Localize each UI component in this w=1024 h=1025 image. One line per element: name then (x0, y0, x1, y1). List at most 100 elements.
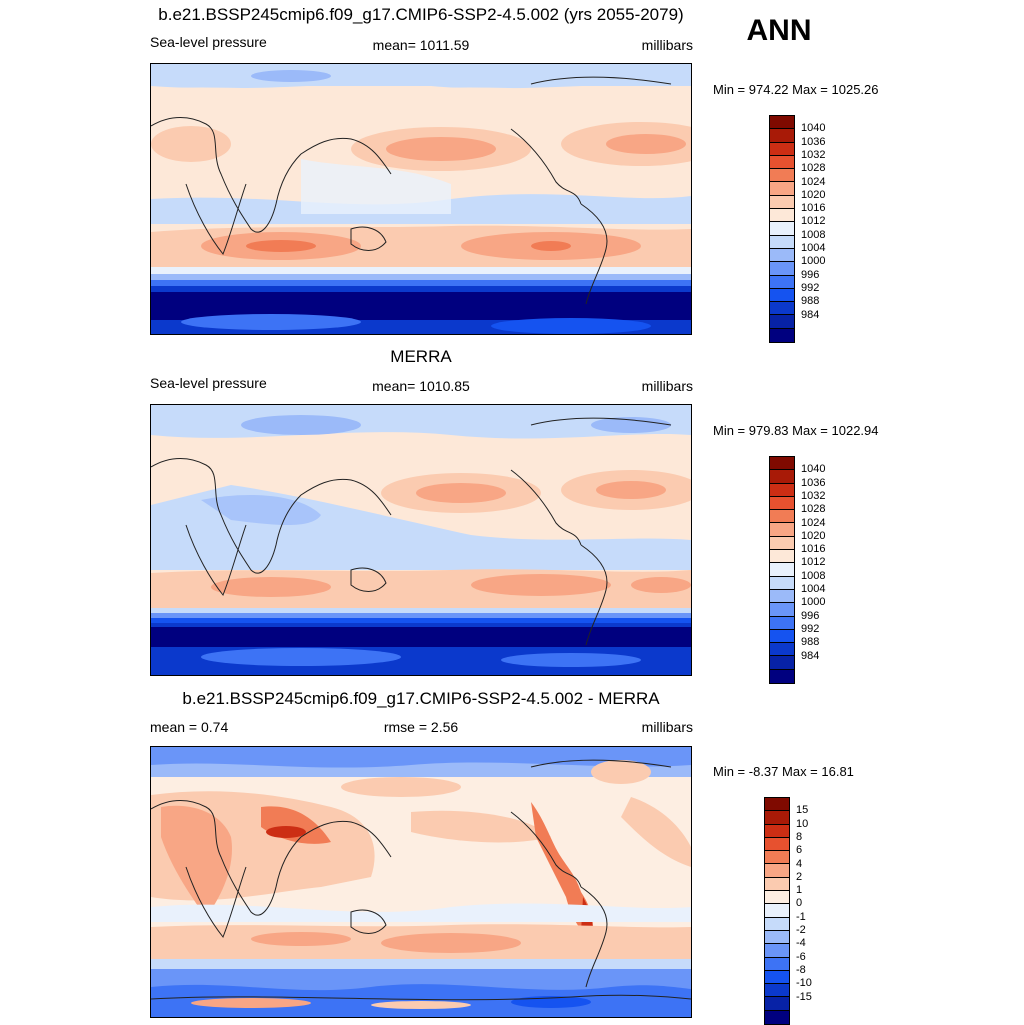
panel1-colorbar-swatch (770, 169, 794, 183)
panel1-colorbar-label: 1020 (801, 188, 826, 201)
panel3-colorbar-swatch (765, 891, 789, 905)
panel3-colorbar-label: -4 (796, 937, 806, 950)
panel2-colorbar-label: 1032 (801, 489, 826, 502)
panel2-units: millibars (641, 378, 693, 394)
panel3-colorbar-label: -6 (796, 950, 806, 963)
panel3-colorbar-swatch (765, 864, 789, 878)
panel1-colorbar-swatch (770, 315, 794, 329)
panel1-colorbar-label: 1032 (801, 148, 826, 161)
panel3-colorbar-swatch (765, 1010, 789, 1025)
panel1-colorbar-swatch (770, 209, 794, 223)
panel1-colorbar-label: 1004 (801, 242, 826, 254)
panel3-mean: mean = 0.74 (150, 719, 229, 735)
panel2-colorbar-swatch (770, 536, 794, 551)
panel3-colorbar-swatch (765, 957, 789, 971)
panel2-colorbar-label: 1020 (801, 529, 826, 542)
panel3-colorbar-label: 0 (796, 897, 803, 910)
panel1-colorbar-swatch (770, 262, 794, 276)
panel2-colorbar-label: 1024 (801, 516, 826, 529)
panel3-colorbar-label: -1 (796, 910, 806, 923)
panel1-colorbar-label: 1036 (801, 135, 826, 148)
panel1-title: b.e21.BSSP245cmip6.f09_g17.CMIP6-SSP2-4.… (158, 5, 684, 24)
panel1-mean: mean= 1011.59 (372, 37, 470, 53)
panel2-colorbar-swatch (770, 510, 794, 524)
panel3-colorbar-swatch (765, 970, 789, 985)
panel2-colorbar-label: 1000 (801, 596, 826, 609)
panel1-minmax: Min = 974.22 Max = 1025.26 (713, 82, 879, 97)
panel2-minmax: Min = 979.83 Max = 1022.94 (713, 423, 879, 438)
panel2-colorbar-swatch (770, 563, 794, 577)
panel2-mean: mean= 1010.85 (372, 378, 470, 394)
panel3-colorbar-swatch (765, 917, 789, 931)
panel3-colorbar-label: -10 (796, 977, 812, 990)
panel3-colorbar-swatch (765, 824, 789, 838)
panel1-colorbar-label: 992 (801, 281, 820, 294)
panel3-colorbar-label: 10 (796, 817, 809, 830)
panel1-colorbar-label: 1028 (801, 162, 826, 175)
panel3-colorbar-label: 8 (796, 830, 803, 843)
panel1-colorbar-swatch (770, 195, 794, 210)
panel1-colorbar-swatch (770, 222, 794, 236)
panel3-colorbar-swatch (765, 811, 789, 825)
panel3-colorbar-label: -2 (796, 924, 806, 936)
panel2-colorbar-label: 996 (801, 609, 820, 622)
panel3-colorbar-label: 2 (796, 870, 803, 883)
panel3-colorbar-label: 1 (796, 884, 803, 897)
panel1-colorbar-label: 1000 (801, 255, 826, 268)
panel3-colorbar-swatch (765, 877, 789, 892)
panel1-colorbar-swatches (769, 115, 795, 344)
panel2-colorbar-swatch (770, 643, 794, 657)
panel1-colorbar-label: 1040 (801, 122, 826, 135)
panel1-colorbar-swatch (770, 129, 794, 143)
panel3-colorbar-swatch (765, 930, 789, 945)
panel2-colorbar-swatch (770, 616, 794, 630)
panel2-colorbar-swatch (770, 603, 794, 617)
panel2-colorbar-label: 1040 (801, 463, 826, 476)
panel2-colorbar-swatch (770, 483, 794, 497)
panel3-colorbar-label: 6 (796, 844, 803, 857)
panel2-colorbar-swatch (770, 656, 794, 670)
panel1-colorbar-swatch (770, 142, 794, 156)
panel2-colorbar-swatch (770, 669, 794, 684)
panel2-map (150, 404, 692, 676)
panel2-colorbar-swatch (770, 457, 794, 471)
panel2-colorbar-label: 988 (801, 636, 820, 649)
panel1-colorbar-label: 1012 (801, 215, 826, 228)
panel2-colorbar-label: 1008 (801, 569, 826, 582)
panel3-rmse: rmse = 2.56 (383, 719, 459, 735)
panel3-colorbar-swatch (765, 997, 789, 1011)
panel2-colorbar-label: 1004 (801, 583, 826, 595)
panel3-map (150, 746, 692, 1018)
panel2-left-label: Sea-level pressure (150, 375, 267, 391)
panel2-colorbar (769, 456, 795, 685)
panel3-colorbar-swatch (765, 851, 789, 865)
panel1-colorbar-swatch (770, 116, 794, 130)
panel3-colorbar-label: -8 (796, 963, 806, 976)
panel1-colorbar (769, 115, 795, 344)
panel2-title: MERRA (390, 347, 452, 366)
panel3-colorbar-swatch (765, 798, 789, 812)
panel3-title: b.e21.BSSP245cmip6.f09_g17.CMIP6-SSP2-4.… (182, 689, 660, 708)
panel1-colorbar-swatch (770, 288, 794, 303)
panel2-colorbar-swatch (770, 496, 794, 511)
panel1-colorbar-swatch (770, 235, 794, 249)
panel1-colorbar-label: 1016 (801, 202, 826, 215)
panel1-colorbar-label: 988 (801, 295, 820, 308)
panel3-colorbar-label: -15 (796, 990, 812, 1003)
panel3-colorbar-swatch (765, 837, 789, 852)
panel1-colorbar-label: 1024 (801, 175, 826, 188)
panel1-colorbar-swatch (770, 248, 794, 263)
panel3-colorbar-swatch (765, 904, 789, 918)
panel3-colorbar (764, 797, 790, 1025)
panel1-left-label: Sea-level pressure (150, 34, 267, 50)
panel1-colorbar-swatch (770, 275, 794, 289)
panel1-colorbar-label: 1008 (801, 228, 826, 241)
panel2-colorbar-swatch (770, 576, 794, 590)
panel3-colorbar-label: 4 (796, 857, 803, 870)
panel2-colorbar-label: 992 (801, 622, 820, 635)
panel2-colorbar-swatch (770, 629, 794, 644)
panel2-colorbar-swatch (770, 550, 794, 564)
panel2-colorbar-swatch (770, 523, 794, 537)
panel2-colorbar-label: 1036 (801, 476, 826, 489)
panel3-units: millibars (641, 719, 693, 735)
